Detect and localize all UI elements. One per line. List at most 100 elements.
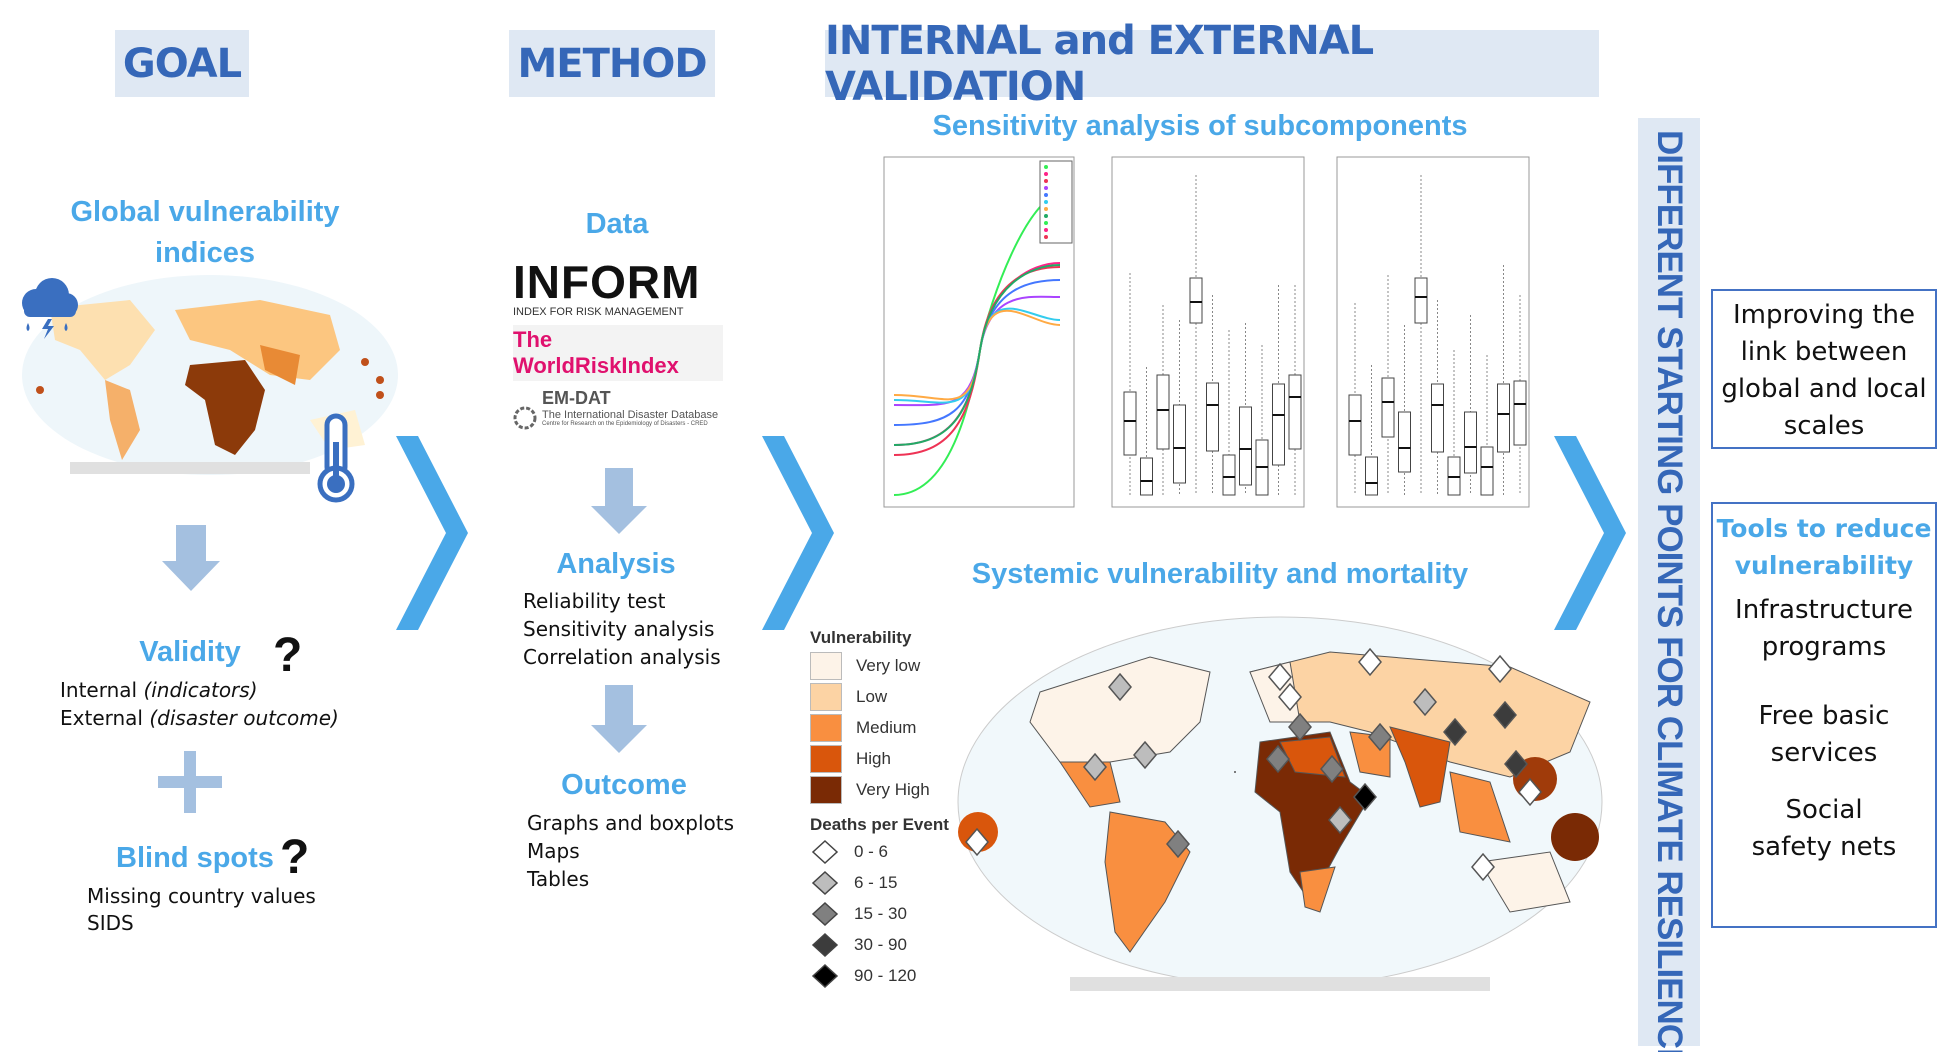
legend-vulnerability-title: Vulnerability xyxy=(810,628,912,647)
boxplot-box xyxy=(1497,383,1510,453)
death-marker xyxy=(1504,749,1528,779)
boxplot-box xyxy=(1123,391,1137,456)
death-marker xyxy=(1320,754,1344,784)
boxplot-box xyxy=(1156,374,1170,450)
validity-internal-note: (indicators) xyxy=(143,678,258,702)
down-arrow-icon xyxy=(591,468,647,534)
blind-spots-question-icon: ? xyxy=(280,831,310,884)
map-legend: Vulnerability Very low Low Medium High Very … xyxy=(810,628,960,989)
legend-deaths-title: Deaths per Event xyxy=(810,815,949,834)
validity-external-label: External xyxy=(60,706,150,730)
diamond-icon xyxy=(811,839,839,865)
thermometer-icon xyxy=(317,413,355,503)
goal-title-line2: indices xyxy=(155,237,255,269)
scales-line: global and local xyxy=(1721,374,1927,404)
outcome-item: Maps xyxy=(527,839,580,863)
boxplot-box xyxy=(1140,457,1153,496)
systemic-vulnerability-map xyxy=(957,616,1603,991)
down-arrow-icon xyxy=(162,525,220,591)
systemic-title: Systemic vulnerability and mortality xyxy=(971,558,1469,590)
legend-label: Low xyxy=(856,687,888,706)
goal-title-line1: Global vulnerability xyxy=(70,196,340,228)
death-marker xyxy=(1471,852,1495,882)
outcome-title: Outcome xyxy=(561,769,687,801)
legend-label: 6 - 15 xyxy=(854,873,898,892)
legend-deaths-item: 6 - 15 xyxy=(810,870,897,896)
legend-dot xyxy=(1044,214,1048,218)
boxplot-box xyxy=(1414,277,1428,324)
diamond-icon xyxy=(811,963,839,989)
diamond-icon xyxy=(811,932,839,958)
boxplot-box xyxy=(1189,277,1203,324)
diamond-icon xyxy=(811,901,839,927)
inform-logo: INFORM INDEX FOR RISK MANAGEMENT xyxy=(513,258,723,318)
legend-dot xyxy=(1044,193,1048,197)
diamond-icon xyxy=(811,870,839,896)
legend-dot xyxy=(1044,228,1048,232)
legend-vulnerability-item: Very low xyxy=(810,652,920,680)
legend-label: 30 - 90 xyxy=(854,935,907,954)
death-marker xyxy=(1353,782,1377,812)
legend-dot xyxy=(1044,207,1048,211)
boxplot-box xyxy=(1398,411,1411,473)
legend-vulnerability-item: Medium xyxy=(810,714,916,742)
scales-line: scales xyxy=(1783,411,1865,441)
death-marker xyxy=(1518,777,1542,807)
boxplot-box xyxy=(1288,374,1302,450)
chevron-right-icon xyxy=(396,436,468,630)
chevron-right-icon xyxy=(762,436,834,630)
emdat-subtitle2: Centre for Research on the Epidemiology … xyxy=(542,421,708,427)
worldriskindex-logo: The WorldRiskIndex xyxy=(513,325,723,381)
death-marker xyxy=(1443,717,1467,747)
legend-swatch xyxy=(810,714,842,742)
outcome-item: Tables xyxy=(527,867,590,891)
tool-line: safety nets xyxy=(1751,832,1897,862)
boxplot-box xyxy=(1464,411,1477,474)
boxplot-box xyxy=(1513,380,1527,446)
tool-line: Social xyxy=(1785,795,1863,825)
boxplot-box xyxy=(1365,456,1378,496)
legend-deaths-item: 30 - 90 xyxy=(810,932,907,958)
boxplot-box xyxy=(1222,454,1236,496)
legend-swatch xyxy=(810,776,842,804)
validation-header: INTERNAL and EXTERNAL VALIDATION xyxy=(825,18,1599,110)
boxplot-box xyxy=(1206,382,1219,452)
validity-internal: Internal (indicators) xyxy=(60,678,258,702)
sensitivity-charts xyxy=(883,156,1530,508)
emdat-subtitle: The International Disaster Database xyxy=(542,409,719,421)
death-marker xyxy=(1488,654,1512,684)
legend-swatch xyxy=(810,652,842,680)
analysis-item: Reliability test xyxy=(523,589,666,613)
scales-line: link between xyxy=(1740,337,1908,367)
data-title: Data xyxy=(585,208,649,240)
worldriskindex-logo-text: The WorldRiskIndex xyxy=(513,327,679,378)
tool-item: Social safety nets xyxy=(1713,792,1935,866)
blind-spots-sids: SIDS xyxy=(87,911,134,935)
tool-line: programs xyxy=(1761,632,1887,662)
tool-line: services xyxy=(1770,738,1878,768)
legend-dot xyxy=(1044,235,1048,239)
tools-title-line: vulnerability xyxy=(1734,551,1914,580)
inform-logo-text: INFORM xyxy=(513,256,701,308)
scales-box: Improving the link between global and lo… xyxy=(1711,289,1937,449)
tools-title-line: Tools to reduce xyxy=(1716,514,1932,543)
validity-question-icon: ? xyxy=(273,629,303,682)
death-marker xyxy=(1133,740,1157,770)
death-marker xyxy=(1166,829,1190,859)
boxplot-box xyxy=(1239,406,1252,486)
legend-vulnerability-item: High xyxy=(810,745,891,773)
boxplot-frame xyxy=(1336,156,1530,508)
legend-swatch xyxy=(810,745,842,773)
legend-dot xyxy=(1044,172,1048,176)
blind-spots-missing: Missing country values xyxy=(87,884,316,908)
boxplot-box xyxy=(1480,446,1494,496)
death-marker xyxy=(1108,672,1132,702)
tools-box: Tools to reduce vulnerability Infrastruc… xyxy=(1711,502,1937,928)
boxplot-box xyxy=(1431,383,1444,453)
boxplot-box xyxy=(1272,383,1285,466)
sensitivity-title: Sensitivity analysis of subcomponents xyxy=(932,110,1468,142)
legend-dot xyxy=(1044,221,1048,225)
death-marker xyxy=(1083,752,1107,782)
boxplot-box xyxy=(1348,394,1362,456)
chevron-right-icon xyxy=(1554,436,1626,630)
